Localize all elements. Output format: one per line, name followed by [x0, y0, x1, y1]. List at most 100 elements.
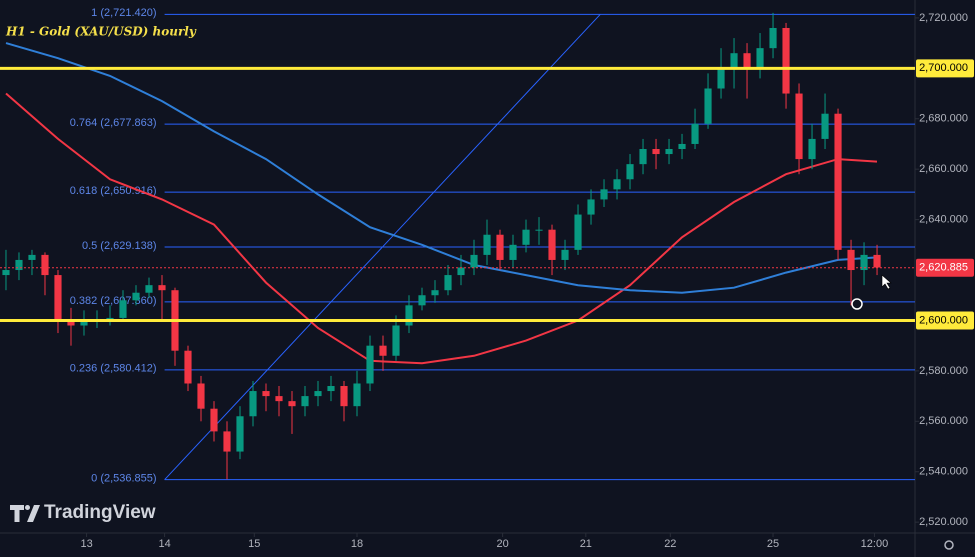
candle-body	[41, 254, 49, 276]
candle-body	[314, 391, 322, 397]
candle-body	[80, 320, 88, 326]
y-tick-label: 2,520.000	[919, 516, 968, 528]
candle-body	[873, 254, 881, 268]
candle-body	[119, 300, 127, 318]
candle-body	[769, 27, 777, 49]
level-label: 2,620.885	[919, 262, 968, 274]
candle-body	[418, 295, 426, 306]
y-tick-label: 2,640.000	[919, 214, 968, 226]
candle-body	[249, 391, 257, 417]
x-tick-label: 13	[80, 538, 92, 550]
candle-body	[600, 189, 608, 200]
candle-body	[15, 259, 23, 271]
candle-body	[288, 401, 296, 407]
candle-body	[652, 149, 660, 155]
candle-body	[132, 292, 140, 301]
candle-body	[210, 408, 218, 432]
candle-body	[470, 254, 478, 268]
candle-body	[639, 149, 647, 165]
moving-average	[5, 42, 878, 294]
candle-body	[717, 68, 725, 89]
candle-body	[392, 325, 400, 356]
logo-dot	[25, 505, 30, 510]
candle-body	[756, 48, 764, 69]
candle-body	[301, 396, 309, 407]
y-tick-label: 2,660.000	[919, 163, 968, 175]
candle-body	[678, 143, 686, 150]
candle-body	[366, 345, 374, 384]
candle-body	[613, 179, 621, 190]
plot-area: 1 (2,721.420) 0.764 (2,677.863) 0.618 (2,6…	[0, 7, 915, 485]
fib-label: 0.764 (2,677.863)	[70, 117, 157, 129]
x-tick-label: 22	[664, 538, 676, 550]
candle-body	[808, 138, 816, 160]
candle-body	[795, 93, 803, 160]
candle-body	[860, 254, 868, 271]
y-tick-label: 2,540.000	[919, 466, 968, 478]
y-tick-label: 2,680.000	[919, 113, 968, 125]
candle-body	[327, 386, 335, 392]
x-tick-label: 25	[767, 538, 779, 550]
candle-body	[496, 234, 504, 260]
level-label-box	[916, 311, 974, 330]
candle-body	[626, 164, 634, 180]
x-tick-label: 18	[351, 538, 363, 550]
logo: TradingView	[10, 502, 156, 523]
x-tick-label: 21	[580, 538, 592, 550]
cursor	[881, 274, 892, 290]
logo-icon	[10, 505, 40, 522]
y-tick-label: 2,720.000	[919, 12, 968, 24]
candle-body	[197, 383, 205, 409]
x-tick-label: 14	[158, 538, 170, 550]
candle-body	[574, 214, 582, 250]
candle-body	[522, 229, 530, 245]
candle-body	[457, 267, 465, 276]
fib-label: 0 (2,536.855)	[91, 473, 156, 485]
candle-body	[262, 391, 270, 397]
level-label-box	[916, 59, 974, 78]
candle-body	[782, 27, 790, 94]
candle-body	[743, 53, 751, 69]
fib-label: 0.382 (2,607.360)	[70, 295, 157, 307]
level-label: 2,600.000	[919, 314, 968, 326]
candle-body	[535, 229, 543, 231]
candle-body	[379, 345, 387, 356]
y-tick-label: 2,560.000	[919, 415, 968, 427]
candle-body	[834, 113, 842, 250]
candle-body	[730, 53, 738, 69]
fib-label: 1 (2,721.420)	[91, 7, 156, 19]
candle-body	[28, 254, 36, 260]
settings-gear[interactable]	[944, 540, 954, 550]
x-tick-label: 15	[248, 538, 260, 550]
candle-body	[67, 320, 75, 326]
candle-body	[236, 416, 244, 452]
candle-body	[587, 199, 595, 215]
candle-body	[847, 249, 855, 271]
chart-title: H1 - Gold (XAU/USD) hourly	[5, 25, 197, 39]
candle-body	[548, 229, 556, 260]
candle-body	[145, 285, 153, 293]
candle-body	[184, 350, 192, 384]
watermark: TradingView	[44, 502, 156, 523]
moving-average	[5, 92, 878, 365]
fib-label: 0.236 (2,580.412)	[70, 363, 157, 375]
candle-body	[691, 123, 699, 144]
candle-body	[158, 285, 166, 291]
candle-body	[353, 383, 361, 407]
candle-body	[444, 275, 452, 291]
marker	[851, 298, 863, 310]
candle-body	[405, 305, 413, 326]
candle-body	[704, 88, 712, 124]
fib-trend-line	[164, 13, 601, 481]
candle-body	[275, 396, 283, 402]
candle-body	[340, 386, 348, 407]
level-label-box	[916, 258, 974, 277]
candle-body	[2, 270, 10, 276]
fib-label: 0.5 (2,629.138)	[82, 240, 157, 252]
candle-body	[223, 431, 231, 452]
settings-icon[interactable]	[944, 540, 954, 550]
x-tick-label: 12:00	[861, 538, 889, 550]
